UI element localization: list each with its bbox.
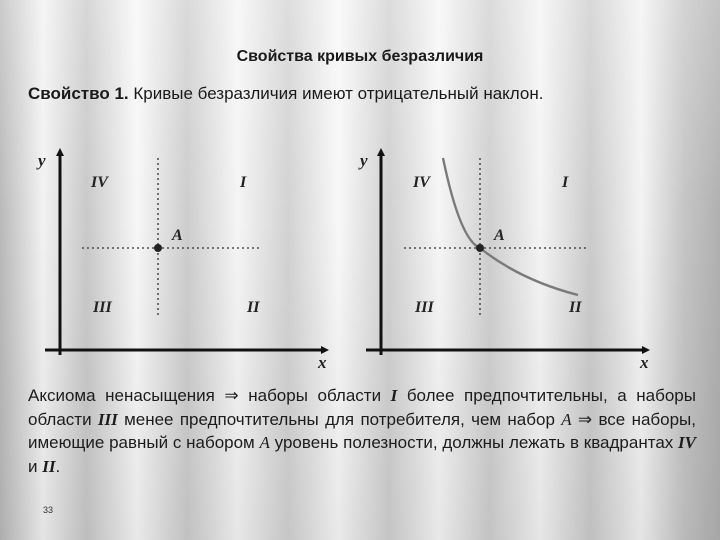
- quadrant-i-label: I: [239, 174, 247, 191]
- region-label: IV: [678, 433, 696, 452]
- paragraph-text: ⇒ все наборы, имеющие равный с набором: [28, 409, 697, 453]
- paragraph-text: и: [28, 456, 43, 476]
- paragraph-text: более предпочтительны, а наборы области: [28, 386, 696, 429]
- diagram-2: y x IV I III II A: [358, 148, 650, 372]
- diagram-1: y x IV I III II A: [36, 148, 329, 372]
- paragraph-text: .: [55, 456, 61, 476]
- point-a: [476, 244, 484, 252]
- property-text: Кривые безразличия имеют отрицательный н…: [128, 84, 544, 103]
- quadrant-iv-label: IV: [90, 174, 109, 191]
- paragraph-text: менее предпочтительны для потребителя, ч…: [117, 409, 562, 429]
- quadrant-ii-label: II: [568, 299, 582, 316]
- region-label: III: [97, 409, 118, 429]
- quadrant-iii-label: III: [414, 299, 434, 316]
- set-label: A: [561, 409, 572, 429]
- x-axis-label: x: [639, 353, 649, 372]
- diagrams-area: y x IV I III II A y x IV I III II A: [36, 148, 650, 372]
- region-label: I: [390, 386, 398, 405]
- page-number: 33: [43, 505, 54, 515]
- quadrant-iv-label: IV: [412, 174, 431, 191]
- quadrant-ii-label: II: [246, 299, 260, 316]
- property-statement: Свойство 1. Кривые безразличия имеют отр…: [28, 84, 543, 104]
- paragraph-text: уровень полезности, должны лежать в квад…: [269, 433, 679, 452]
- set-label: A: [259, 433, 270, 452]
- paragraph-text: Аксиома ненасыщения ⇒ наборы области: [28, 386, 391, 405]
- x-axis-label: x: [317, 353, 327, 372]
- indifference-curve: [441, 157, 579, 297]
- quadrant-i-label: I: [561, 174, 569, 191]
- region-label: II: [42, 456, 56, 476]
- y-axis-label: y: [358, 151, 368, 170]
- explanation-paragraph: Аксиома ненасыщения ⇒ наборы области I б…: [28, 384, 696, 478]
- point-a-label: A: [171, 227, 183, 244]
- y-axis-label: y: [36, 151, 46, 170]
- property-label: Свойство 1.: [28, 84, 129, 103]
- slide-title: Свойства кривых безразличия: [236, 48, 484, 65]
- point-a: [154, 244, 162, 252]
- quadrant-iii-label: III: [92, 299, 112, 316]
- point-a-label: A: [493, 227, 505, 244]
